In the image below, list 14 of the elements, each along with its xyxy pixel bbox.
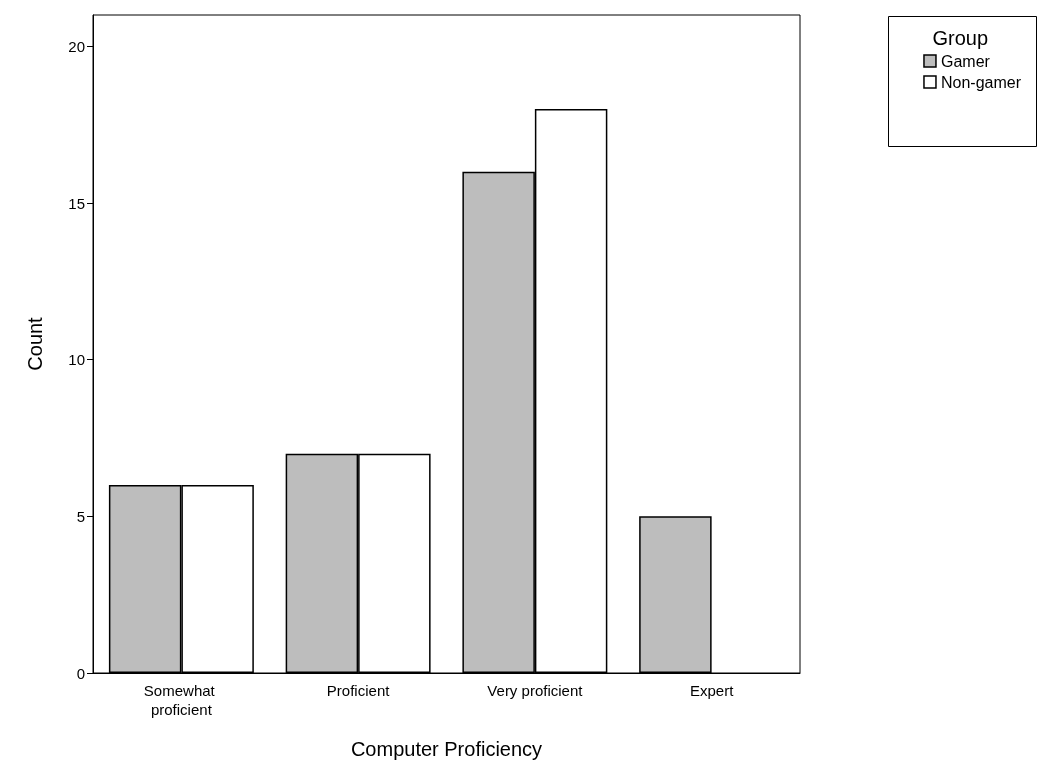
y-tick-label: 15: [68, 194, 85, 212]
y-tick-label: 0: [76, 664, 85, 682]
legend-title: Group: [932, 27, 989, 49]
y-tick-label: 10: [68, 351, 85, 369]
y-tick-label: 20: [68, 37, 85, 55]
x-tick-label: Very proficient: [487, 682, 584, 699]
y-axis-title: Count: [24, 316, 46, 371]
y-tick-label: 5: [76, 507, 85, 525]
legend-label: Gamer: [940, 52, 991, 70]
x-tick-label: Expert: [689, 682, 735, 699]
legend-label: Non-gamer: [940, 73, 1022, 91]
x-tick-label: Proficient: [326, 682, 391, 699]
x-tick-label: Somewhat proficient: [143, 682, 219, 718]
x-axis-title: Computer Proficiency: [350, 738, 543, 760]
